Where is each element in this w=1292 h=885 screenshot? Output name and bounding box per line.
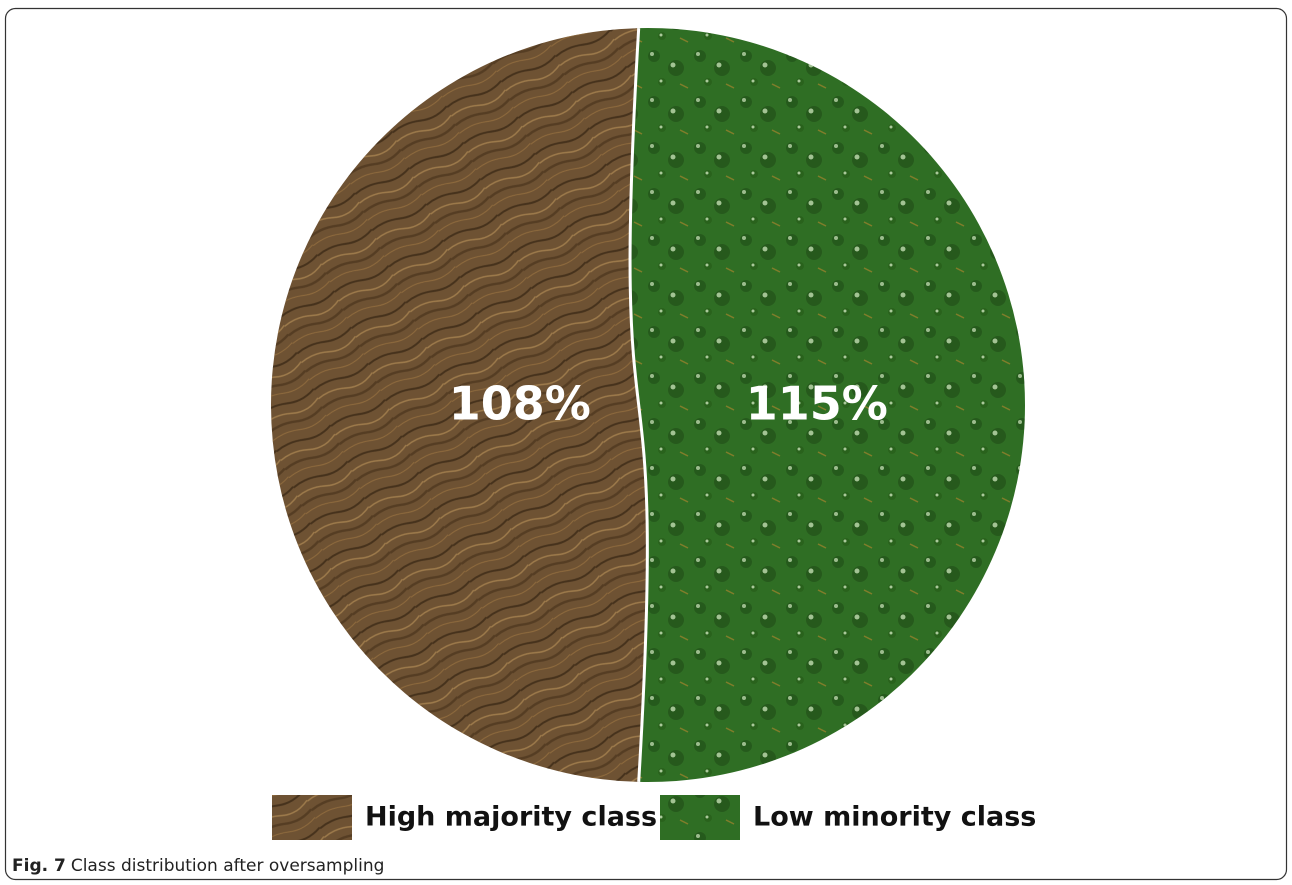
legend-label: Low minority class [753, 802, 1036, 833]
value-label: 108% [449, 377, 591, 431]
slice-divider [628, 28, 649, 782]
pie: 108% 115% [271, 27, 1026, 782]
slice-texture [271, 28, 648, 782]
legend: High majority class Low minority class [272, 795, 1036, 840]
caption-text: Class distribution after oversampling [71, 856, 385, 876]
slice-texture [630, 27, 1026, 782]
legend-label: High majority class [365, 802, 657, 833]
legend-swatch-texture [660, 795, 740, 840]
frame [4, 7, 1288, 881]
value-label: 115% [746, 377, 888, 431]
caption-label: Fig. 7 [12, 856, 66, 876]
legend-swatch-texture [272, 795, 352, 840]
caption: Fig. 7 Class distribution after oversampl… [12, 856, 384, 876]
